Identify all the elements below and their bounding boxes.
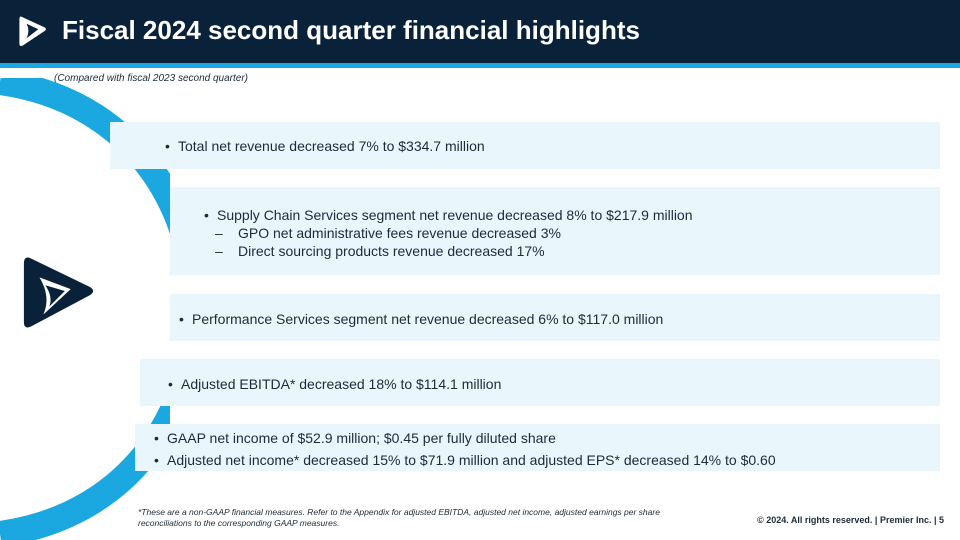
header-accent-stripe (0, 63, 960, 68)
copyright-footer: © 2024. All rights reserved. | Premier I… (757, 515, 944, 525)
highlight-band-ebitda: Adjusted EBITDA* decreased 18% to $114.1… (140, 359, 940, 406)
highlight-band-revenue: Total net revenue decreased 7% to $334.7… (110, 122, 940, 169)
highlight-gaap-net-income: GAAP net income of $52.9 million; $0.45 … (154, 429, 940, 447)
premier-emblem-icon (23, 257, 94, 328)
footnote: *These are a non-GAAP financial measures… (138, 507, 660, 528)
highlight-band-supply-chain: Supply Chain Services segment net revenu… (170, 187, 940, 275)
highlight-revenue: Total net revenue decreased 7% to $334.7… (165, 137, 940, 155)
decorative-arc (0, 78, 170, 540)
page-title: Fiscal 2024 second quarter financial hig… (62, 15, 640, 45)
highlight-direct-sourcing: Direct sourcing products revenue decreas… (215, 242, 940, 260)
premier-logo-icon (19, 16, 46, 46)
highlight-ebitda: Adjusted EBITDA* decreased 18% to $114.1… (168, 375, 940, 393)
comparison-note: (Compared with fiscal 2023 second quarte… (54, 73, 248, 84)
highlight-adjusted-net-income: Adjusted net income* decreased 15% to $7… (154, 451, 940, 469)
highlight-performance: Performance Services segment net revenue… (179, 310, 940, 328)
highlight-supply-chain: Supply Chain Services segment net revenu… (204, 206, 940, 224)
highlight-band-net-income: GAAP net income of $52.9 million; $0.45 … (135, 424, 940, 471)
highlight-band-performance: Performance Services segment net revenue… (170, 294, 940, 341)
header-bar: Fiscal 2024 second quarter financial hig… (0, 0, 960, 63)
highlight-gpo: GPO net administrative fees revenue decr… (215, 224, 940, 242)
